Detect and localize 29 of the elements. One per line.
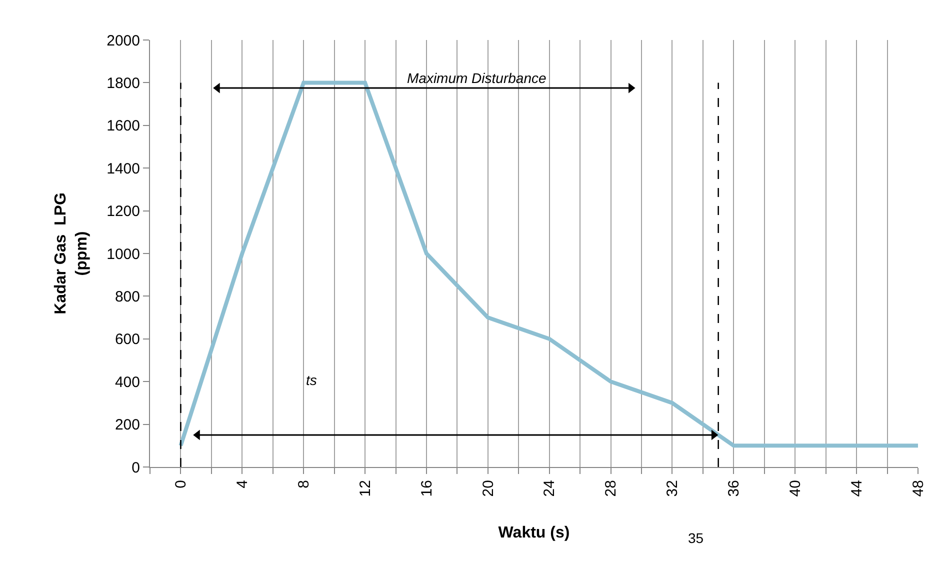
x-tick-label: 44 [848,480,866,497]
x-tick-label: 12 [356,480,374,497]
y-tick-label: 0 [132,459,140,476]
y-tick-label: 1400 [106,160,140,178]
x-tick-label: 4 [234,480,252,488]
x-axis-title: Waktu (s) [498,524,570,542]
y-tick-label: 200 [114,416,140,434]
x-tick-label: 28 [602,480,620,497]
x-tick-label: 32 [664,480,682,497]
y-tick-label: 800 [114,288,140,306]
x-tick-label: 0 [172,480,190,488]
x-tick-label: 48 [910,480,927,497]
x-tick-label: 20 [480,480,497,497]
y-tick-label: 1200 [106,203,140,220]
y-tick-label: 2000 [106,32,140,50]
y-tick-label: 400 [114,374,140,391]
y-tick-label: 1600 [106,118,140,135]
y-tick-label: 1000 [106,246,140,263]
x-tick-label: 40 [786,480,804,497]
ref-line-label: 35 [688,530,704,546]
annotation: ts [306,372,317,388]
x-tick-label: 36 [726,480,743,497]
x-tick-label: 24 [541,480,558,497]
y-axis-title: Kadar Gas LPG (ppm) [52,192,91,314]
x-tick-label: 8 [295,480,312,488]
y-tick-label: 1800 [106,74,140,92]
annotation: Maximum Disturbance [407,70,546,86]
x-tick-label: 16 [418,480,436,497]
y-tick-label: 600 [114,331,140,348]
